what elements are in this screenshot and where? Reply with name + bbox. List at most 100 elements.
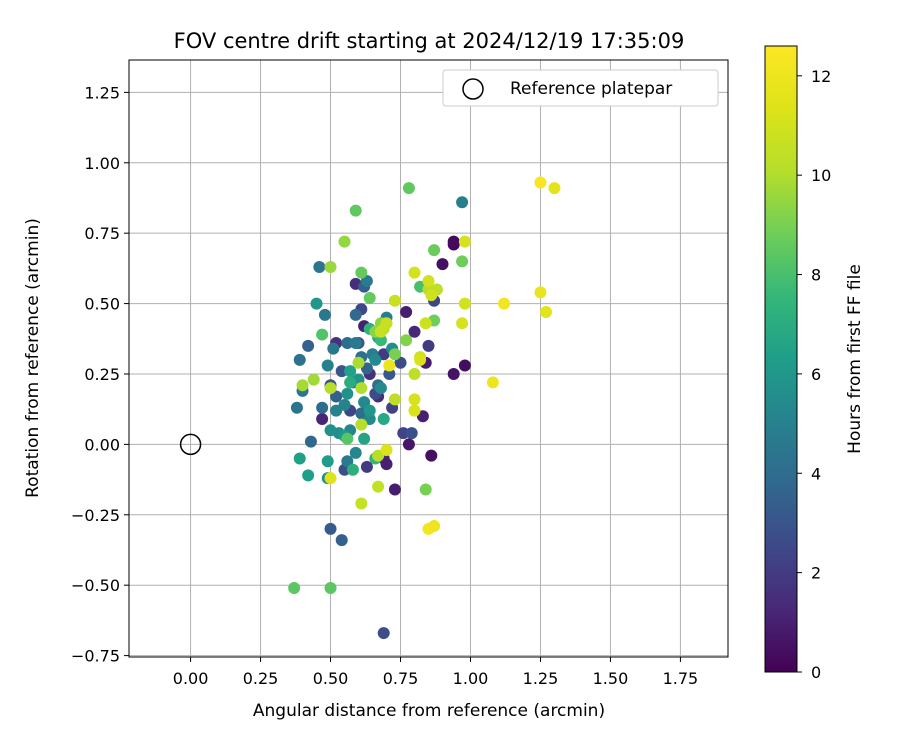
data-point [425, 449, 438, 462]
y-tick-label: −0.75 [71, 647, 120, 666]
x-tick-label: 0.00 [173, 669, 209, 688]
data-point [341, 432, 354, 445]
y-tick-label: 1.25 [84, 83, 120, 102]
y-tick-label: −0.50 [71, 576, 120, 595]
data-point [316, 413, 329, 426]
data-point [400, 334, 413, 347]
data-point [486, 376, 499, 389]
data-point [349, 308, 362, 321]
y-tick-label: −0.25 [71, 506, 120, 525]
y-tick-label: 0.00 [84, 435, 120, 454]
data-point [316, 401, 329, 414]
y-axis-label: Rotation from reference (arcmin) [23, 218, 43, 498]
data-point [380, 458, 393, 471]
data-point [324, 472, 337, 485]
colorbar [764, 45, 798, 673]
data-point [324, 382, 337, 395]
chart-title: FOV centre drift starting at 2024/12/19 … [174, 29, 685, 53]
data-point [498, 297, 511, 310]
legend-marker-icon [462, 78, 484, 100]
data-point [293, 452, 306, 465]
data-point [349, 446, 362, 459]
x-tick-label: 0.25 [243, 669, 279, 688]
data-point [363, 413, 376, 426]
data-point [394, 356, 407, 369]
x-tick-label: 1.00 [453, 669, 489, 688]
colorbar-tick-label: 12 [811, 67, 831, 86]
data-point [335, 365, 348, 378]
data-point [383, 359, 396, 372]
x-tick-label: 1.50 [593, 669, 629, 688]
data-point [310, 297, 323, 310]
data-point [304, 435, 317, 448]
data-point [422, 275, 435, 288]
data-point [377, 413, 390, 426]
data-point [302, 339, 315, 352]
data-point [402, 438, 415, 451]
data-point [344, 365, 357, 378]
data-point [355, 497, 368, 510]
data-point [324, 522, 337, 535]
data-point [388, 294, 401, 307]
data-point [290, 401, 303, 414]
data-point [358, 432, 371, 445]
data-point [341, 337, 354, 350]
data-point [388, 393, 401, 406]
data-point [408, 404, 421, 417]
data-point [355, 418, 368, 431]
y-tick-label: 0.75 [84, 224, 120, 243]
data-point [419, 317, 432, 330]
data-point [383, 367, 396, 380]
data-point [397, 427, 410, 440]
data-point [355, 382, 368, 395]
data-point [408, 325, 421, 338]
data-point [293, 353, 306, 366]
data-point [324, 424, 337, 437]
data-point [324, 582, 337, 595]
x-axis-ticks: 0.00 0.25 0.50 0.75 1.00 1.25 1.50 1.75 [173, 657, 698, 688]
data-point [447, 367, 460, 380]
data-point [400, 306, 413, 319]
data-point [408, 266, 421, 279]
data-point [338, 235, 351, 248]
data-points [288, 176, 561, 640]
data-point [346, 463, 359, 476]
data-point [327, 342, 340, 355]
colorbar-tick-label: 6 [811, 365, 821, 384]
data-point [324, 260, 337, 273]
data-point [330, 404, 343, 417]
data-point [388, 348, 401, 361]
data-point [405, 427, 418, 440]
data-point [377, 627, 390, 640]
data-point [540, 306, 553, 319]
data-point [422, 339, 435, 352]
data-point [318, 308, 331, 321]
plot-frame [128, 59, 729, 658]
data-point [296, 379, 309, 392]
data-point [372, 480, 385, 493]
data-point [428, 244, 441, 257]
data-point [355, 266, 368, 279]
y-tick-label: 0.50 [84, 295, 120, 314]
data-point [456, 317, 469, 330]
data-point [458, 297, 471, 310]
data-point [374, 382, 387, 395]
data-point [534, 286, 547, 299]
data-point [458, 359, 471, 372]
data-point [447, 235, 460, 248]
x-tick-label: 0.50 [313, 669, 349, 688]
data-point [338, 398, 351, 411]
colorbar-ticks: 0 2 4 6 8 10 12 [797, 67, 831, 682]
data-point [352, 356, 365, 369]
data-point [316, 328, 329, 341]
colorbar-tick-label: 8 [811, 266, 821, 285]
data-point [388, 483, 401, 496]
data-point [436, 258, 449, 271]
data-point [307, 373, 320, 386]
data-point [341, 387, 354, 400]
reference-platepar-marker [179, 433, 202, 456]
colorbar-tick-label: 2 [811, 564, 821, 583]
data-point [380, 317, 393, 330]
data-point [534, 176, 547, 189]
